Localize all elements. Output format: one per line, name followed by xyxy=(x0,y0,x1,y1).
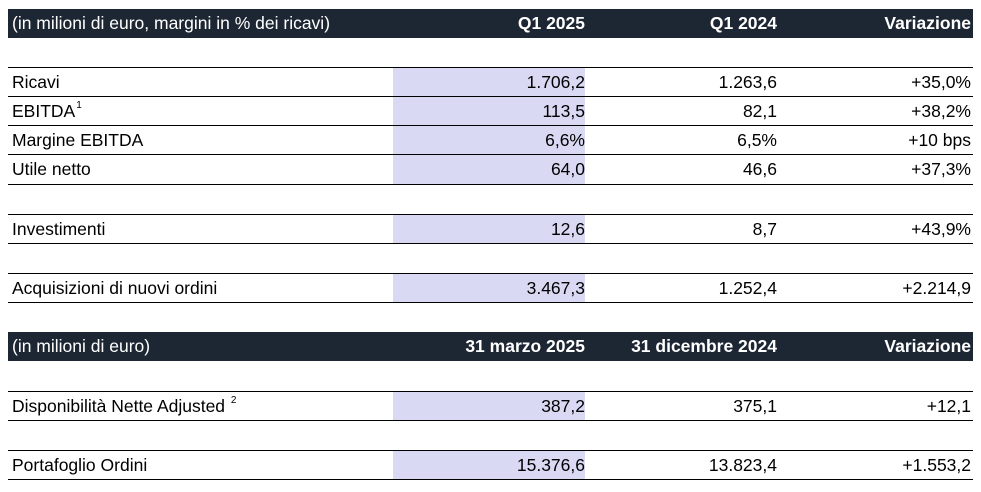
cell-variazione: +12,1 xyxy=(926,395,971,416)
table2-header-label: (in milioni di euro) xyxy=(12,336,151,356)
row-label: Utile netto xyxy=(12,159,91,179)
table2-header-row: (in milioni di euro) 31 marzo 2025 31 di… xyxy=(8,332,973,361)
table1-header-col2: Q1 2024 xyxy=(709,13,777,33)
row-label: Investimenti xyxy=(12,218,106,239)
cell-q1-2024: 82,1 xyxy=(742,100,777,121)
cell-q1-2024: 1.263,6 xyxy=(718,71,777,92)
cell-variazione: +10 bps xyxy=(908,129,971,150)
cell-variazione: +37,3% xyxy=(911,159,971,179)
footnote-marker: 1 xyxy=(76,99,82,111)
row-label: Ricavi xyxy=(12,71,60,92)
table1-header-row: (in milioni di euro, margini in % dei ri… xyxy=(8,9,973,38)
footnote-marker: 2 xyxy=(230,394,237,406)
table1-header-label: (in milioni di euro, margini in % dei ri… xyxy=(12,13,331,33)
cell-31-dicembre-2024: 13.823,4 xyxy=(708,454,777,475)
table2-header-col2: 31 dicembre 2024 xyxy=(631,336,777,356)
cell-q1-2024: 46,6 xyxy=(742,159,777,179)
cell-variazione: +1.553,2 xyxy=(902,454,971,475)
row-label: Portafoglio Ordini xyxy=(12,454,148,475)
table-row-disponibilita: Disponibilità Nette Adjusted 2 387,2 375… xyxy=(8,391,973,421)
table1-header-col1: Q1 2025 xyxy=(517,13,585,33)
cell-31-marzo-2025: 15.376,6 xyxy=(393,451,585,479)
cell-q1-2024: 6,5% xyxy=(737,129,777,150)
cell-q1-2025: 64,0 xyxy=(393,155,585,184)
cell-variazione: +35,0% xyxy=(911,71,971,92)
table2-header-col1: 31 marzo 2025 xyxy=(465,336,585,356)
row-label: Margine EBITDA xyxy=(12,129,144,150)
table-row-investimenti: Investimenti 12,6 8,7 +43,9% xyxy=(8,214,973,244)
cell-31-dicembre-2024: 375,1 xyxy=(733,395,777,416)
cell-variazione: +43,9% xyxy=(911,218,971,239)
table2-header-col3: Variazione xyxy=(884,336,971,356)
cell-q1-2025: 3.467,3 xyxy=(393,274,585,302)
row-label: EBITDA 1 xyxy=(12,99,82,121)
row-label: Disponibilità Nette Adjusted 2 xyxy=(12,394,237,416)
row-label: Acquisizioni di nuovi ordini xyxy=(12,277,218,298)
cell-q1-2025: 1.706,2 xyxy=(393,68,585,96)
cell-q1-2025: 12,6 xyxy=(393,215,585,243)
cell-q1-2025: 6,6% xyxy=(393,126,585,154)
table-row-acquisizioni: Acquisizioni di nuovi ordini 3.467,3 1.2… xyxy=(8,273,973,303)
cell-variazione: +38,2% xyxy=(911,100,971,121)
cell-variazione: +2.214,9 xyxy=(902,277,971,298)
cell-31-marzo-2025: 387,2 xyxy=(393,392,585,420)
table-row-portafoglio: Portafoglio Ordini 15.376,6 13.823,4 +1.… xyxy=(8,450,973,480)
table-row-utile-netto: Utile netto 64,0 46,6 +37,3% xyxy=(8,155,973,185)
table-row-ricavi: Ricavi 1.706,2 1.263,6 +35,0% xyxy=(8,67,973,97)
table-row-margine-ebitda: Margine EBITDA 6,6% 6,5% +10 bps xyxy=(8,126,973,155)
cell-q1-2025: 113,5 xyxy=(393,97,585,125)
cell-q1-2024: 8,7 xyxy=(752,218,777,239)
cell-q1-2024: 1.252,4 xyxy=(718,277,777,298)
table-row-ebitda: EBITDA 1 113,5 82,1 +38,2% xyxy=(8,97,973,126)
table1-header-col3: Variazione xyxy=(884,13,971,33)
